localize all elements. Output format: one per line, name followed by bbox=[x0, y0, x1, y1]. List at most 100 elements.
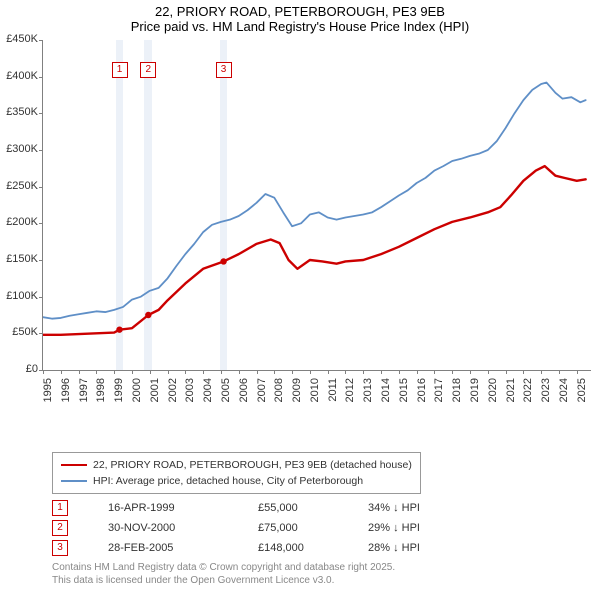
x-tick-label: 2004 bbox=[202, 378, 214, 418]
transaction-price: £75,000 bbox=[258, 522, 368, 534]
x-tick-label: 2007 bbox=[256, 378, 268, 418]
x-tick-label: 2023 bbox=[540, 378, 552, 418]
x-tick-label: 2011 bbox=[327, 378, 339, 418]
x-tick bbox=[470, 370, 471, 374]
transaction-date: 28-FEB-2005 bbox=[108, 542, 258, 554]
x-tick bbox=[399, 370, 400, 374]
y-tick bbox=[39, 77, 43, 78]
x-tick-label: 2002 bbox=[167, 378, 179, 418]
x-tick-label: 1998 bbox=[95, 378, 107, 418]
x-tick-label: 2005 bbox=[220, 378, 232, 418]
x-tick-label: 2003 bbox=[184, 378, 196, 418]
x-tick bbox=[203, 370, 204, 374]
x-tick-label: 2019 bbox=[469, 378, 481, 418]
title-subtitle: Price paid vs. HM Land Registry's House … bbox=[0, 19, 600, 34]
y-tick bbox=[39, 40, 43, 41]
x-tick bbox=[523, 370, 524, 374]
x-tick bbox=[61, 370, 62, 374]
chart-container: 22, PRIORY ROAD, PETERBOROUGH, PE3 9EB P… bbox=[0, 0, 600, 590]
title-address: 22, PRIORY ROAD, PETERBOROUGH, PE3 9EB bbox=[0, 4, 600, 19]
chart-area: 123 £0£50K£100K£150K£200K£250K£300K£350K… bbox=[42, 40, 590, 410]
x-tick-label: 2001 bbox=[149, 378, 161, 418]
y-tick bbox=[39, 333, 43, 334]
series-price_paid bbox=[43, 166, 586, 335]
callout-box: 2 bbox=[140, 62, 156, 78]
x-tick-label: 2024 bbox=[558, 378, 570, 418]
transaction-date: 16-APR-1999 bbox=[108, 502, 258, 514]
x-tick-label: 2015 bbox=[398, 378, 410, 418]
y-tick-label: £450K bbox=[0, 33, 38, 45]
x-tick-label: 2018 bbox=[451, 378, 463, 418]
series-marker bbox=[145, 312, 151, 318]
x-tick-label: 2014 bbox=[380, 378, 392, 418]
x-tick bbox=[345, 370, 346, 374]
x-tick bbox=[417, 370, 418, 374]
transaction-index-box: 2 bbox=[52, 520, 68, 536]
x-tick bbox=[434, 370, 435, 374]
legend-row: 22, PRIORY ROAD, PETERBOROUGH, PE3 9EB (… bbox=[61, 457, 412, 473]
transaction-row: 3 28-FEB-2005£148,00028% ↓ HPI bbox=[52, 538, 478, 558]
y-tick-label: £150K bbox=[0, 253, 38, 265]
x-tick-label: 2025 bbox=[576, 378, 588, 418]
y-tick bbox=[39, 223, 43, 224]
x-tick-label: 2000 bbox=[131, 378, 143, 418]
x-tick-label: 1997 bbox=[78, 378, 90, 418]
x-tick-label: 2013 bbox=[362, 378, 374, 418]
transaction-price: £55,000 bbox=[258, 502, 368, 514]
x-tick-label: 2006 bbox=[238, 378, 250, 418]
x-tick-label: 2022 bbox=[522, 378, 534, 418]
transaction-row: 230-NOV-2000£75,00029% ↓ HPI bbox=[52, 518, 478, 538]
x-tick bbox=[274, 370, 275, 374]
y-tick-label: £350K bbox=[0, 106, 38, 118]
x-tick bbox=[577, 370, 578, 374]
x-tick bbox=[96, 370, 97, 374]
y-tick-label: £0 bbox=[0, 363, 38, 375]
x-tick-label: 2009 bbox=[291, 378, 303, 418]
callout-box: 3 bbox=[216, 62, 232, 78]
x-tick bbox=[559, 370, 560, 374]
transaction-diff: 28% ↓ HPI bbox=[368, 542, 478, 554]
plot-region: 12 3 bbox=[42, 40, 591, 371]
y-tick bbox=[39, 260, 43, 261]
x-tick bbox=[506, 370, 507, 374]
y-tick bbox=[39, 187, 43, 188]
legend-row: HPI: Average price, detached house, City… bbox=[61, 473, 412, 489]
x-tick-label: 2010 bbox=[309, 378, 321, 418]
y-tick-label: £200K bbox=[0, 216, 38, 228]
x-tick bbox=[310, 370, 311, 374]
x-tick bbox=[363, 370, 364, 374]
transaction-index-box: 1 bbox=[52, 500, 68, 516]
x-tick bbox=[43, 370, 44, 374]
y-tick bbox=[39, 150, 43, 151]
y-tick-label: £300K bbox=[0, 143, 38, 155]
y-tick-label: £250K bbox=[0, 180, 38, 192]
transaction-index-box: 3 bbox=[52, 540, 68, 556]
x-tick bbox=[292, 370, 293, 374]
legend-label: HPI: Average price, detached house, City… bbox=[93, 475, 363, 487]
x-tick bbox=[114, 370, 115, 374]
transaction-diff: 29% ↓ HPI bbox=[368, 522, 478, 534]
footer: Contains HM Land Registry data © Crown c… bbox=[52, 562, 395, 587]
series-marker bbox=[116, 326, 122, 332]
callout-box: 1 bbox=[112, 62, 128, 78]
series-svg bbox=[43, 40, 591, 370]
x-tick bbox=[488, 370, 489, 374]
x-tick bbox=[452, 370, 453, 374]
x-tick bbox=[541, 370, 542, 374]
x-tick-label: 2016 bbox=[416, 378, 428, 418]
series-hpi bbox=[43, 83, 586, 319]
titles: 22, PRIORY ROAD, PETERBOROUGH, PE3 9EB P… bbox=[0, 0, 600, 34]
y-tick-label: £400K bbox=[0, 70, 38, 82]
transactions-table: 116-APR-1999£55,00034% ↓ HPI230-NOV-2000… bbox=[52, 498, 478, 558]
transaction-row: 116-APR-1999£55,00034% ↓ HPI bbox=[52, 498, 478, 518]
x-tick-label: 2017 bbox=[433, 378, 445, 418]
x-tick bbox=[150, 370, 151, 374]
x-tick bbox=[168, 370, 169, 374]
legend-swatch bbox=[61, 480, 87, 482]
transaction-price: £148,000 bbox=[258, 542, 368, 554]
x-tick bbox=[132, 370, 133, 374]
x-tick bbox=[239, 370, 240, 374]
x-tick bbox=[257, 370, 258, 374]
x-tick bbox=[328, 370, 329, 374]
x-tick bbox=[381, 370, 382, 374]
